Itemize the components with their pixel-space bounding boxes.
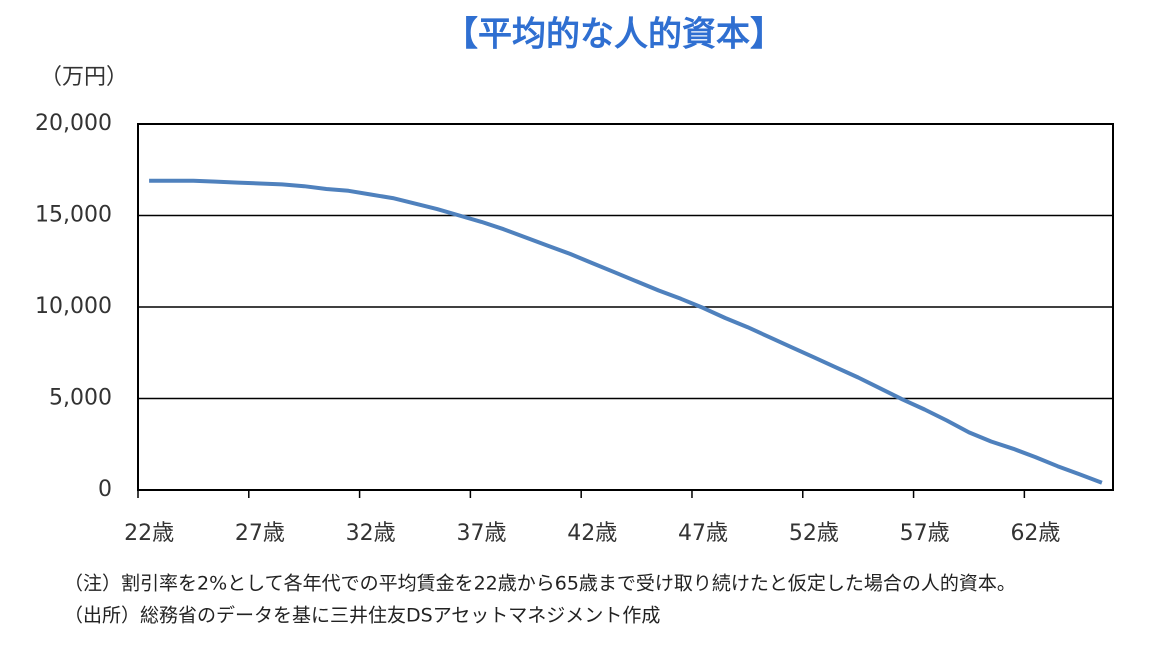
line-series xyxy=(149,178,1103,485)
plot-frame xyxy=(137,123,1114,491)
y-tick-label: 0 xyxy=(98,477,112,502)
y-tick-label: 10,000 xyxy=(35,294,112,319)
y-tick-label: 5,000 xyxy=(49,386,112,411)
y-axis-label: （万円） xyxy=(40,65,128,90)
x-tick-label: 37歳 xyxy=(456,521,506,546)
x-tick-label: 52歳 xyxy=(789,521,839,546)
x-tick-label: 47歳 xyxy=(678,521,728,546)
x-tick-label: 32歳 xyxy=(346,521,396,546)
y-tick-label: 20,000 xyxy=(35,111,112,136)
x-tick-label: 22歳 xyxy=(124,521,174,546)
chart-title: 【平均的な人的資本】 xyxy=(444,15,784,55)
x-tick-label: 62歳 xyxy=(1010,521,1060,546)
x-tick-label: 57歳 xyxy=(900,521,950,546)
note: （出所）総務省のデータを基に三井住友DSアセットマネジメント作成 xyxy=(64,605,660,627)
note: （注）割引率を2%として各年代での平均賃金を22歳から65歳まで受け取り続けたと… xyxy=(64,573,1016,595)
y-tick-label: 15,000 xyxy=(35,203,112,228)
x-tick-label: 42歳 xyxy=(567,521,617,546)
x-tick-label: 27歳 xyxy=(235,521,285,546)
